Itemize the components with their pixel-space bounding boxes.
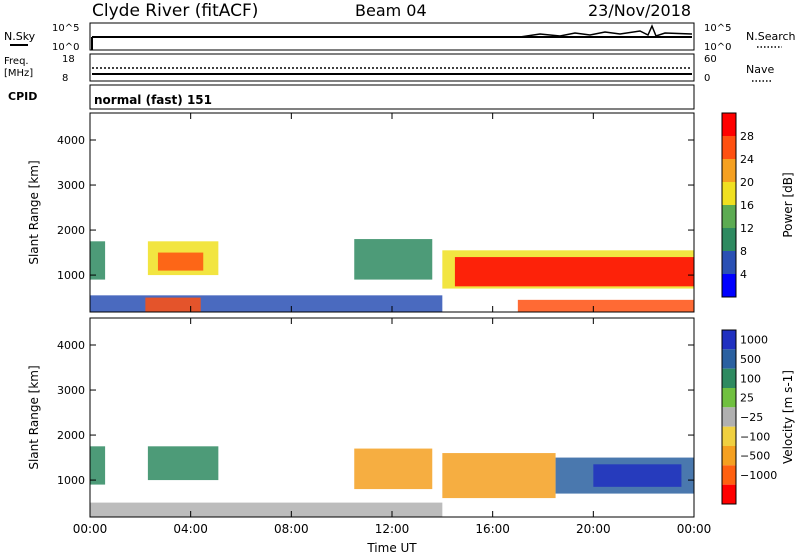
colorbar-label: Velocity [m s-1] [781, 370, 795, 464]
nsky-top-tick: 10^5 [52, 23, 79, 34]
colorbar-segment [722, 349, 736, 369]
y-tick-label: 4000 [57, 134, 85, 147]
colorbar-tick-label: 12 [740, 222, 754, 235]
data-region [354, 448, 433, 490]
data-region [593, 464, 682, 487]
nsky-label: N.Sky [4, 30, 36, 43]
colorbar-segment [722, 426, 736, 446]
nsearch-top-tick: 10^5 [704, 23, 731, 34]
data-region [90, 502, 443, 517]
data-region [517, 299, 694, 312]
colorbar-frame [721, 112, 737, 298]
colorbar-segment [722, 368, 736, 388]
colorbar-segment [722, 407, 736, 427]
colorbar-tick-label: −25 [740, 411, 763, 424]
colorbar-tick-label: −100 [740, 430, 770, 443]
colorbar-segment [722, 251, 736, 274]
colorbar-frame [721, 329, 737, 505]
nave-label: Nave [746, 63, 774, 76]
colorbar-tick-label: 1000 [740, 334, 768, 347]
colorbar-segment [722, 205, 736, 228]
y-axis-label: Slant Range [km] [27, 365, 41, 469]
x-tick-label: 08:00 [274, 522, 309, 536]
colorbar-segment [722, 113, 736, 136]
data-region [145, 297, 201, 312]
nsearch-trace [519, 24, 693, 38]
freq-label-1: Freq. [4, 56, 29, 67]
data-region [454, 257, 694, 287]
x-tick-label: 16:00 [475, 522, 510, 536]
colorbar-tick-label: 25 [740, 392, 754, 405]
cpid-panel-frame [89, 84, 695, 110]
x-tick-label: 12:00 [375, 522, 410, 536]
data-region [157, 252, 204, 271]
freq-panel-frame [89, 53, 695, 82]
data-region [90, 446, 106, 485]
colorbar-tick-label: −500 [740, 450, 770, 463]
colorbar-segment [722, 330, 736, 350]
colorbar-segment [722, 182, 736, 205]
colorbar-tick-label: 100 [740, 372, 761, 385]
colorbar-tick-label: 500 [740, 353, 761, 366]
nsky-bottom-tick: 10^0 [52, 42, 79, 53]
colorbar-segment [722, 484, 736, 504]
data-region [147, 446, 219, 481]
data-region [354, 239, 433, 280]
heatmap-panels: 1000 2000 3000 4000 Slant Range [km] 4 8 12 16 20… [27, 112, 795, 554]
colorbar-tick-label: 8 [740, 245, 747, 258]
nsearch-bottom-tick: 10^0 [704, 42, 731, 53]
data-region [90, 295, 443, 312]
y-tick-label: 4000 [57, 339, 85, 352]
freq-bottom-tick: 8 [62, 73, 68, 84]
y-tick-label: 3000 [57, 384, 85, 397]
x-tick-label: 04:00 [173, 522, 208, 536]
x-tick-label: 00:00 [73, 522, 108, 536]
colorbar-segment [722, 446, 736, 466]
x-tick-label: 00:00 [677, 522, 712, 536]
beam-title: Beam 04 [355, 1, 427, 20]
y-tick-label: 2000 [57, 224, 85, 237]
y-tick-label: 3000 [57, 179, 85, 192]
colorbar-tick-label: 28 [740, 130, 754, 143]
colorbar-tick-label: 16 [740, 199, 754, 212]
date-title: 23/Nov/2018 [588, 1, 691, 20]
nave-top-tick: 60 [704, 54, 717, 65]
colorbar-segment [722, 136, 736, 159]
nsky-panel-frame [89, 22, 695, 51]
nsearch-label: N.Search [746, 30, 796, 43]
colorbar-tick-label: −1000 [740, 469, 777, 482]
data-region [442, 453, 556, 499]
x-tick-label: 20:00 [576, 522, 611, 536]
cpid-label: CPID [8, 90, 37, 103]
power-panel [89, 112, 737, 313]
cpid-value: normal (fast) 151 [94, 93, 212, 107]
colorbar-tick-label: 4 [740, 268, 747, 281]
freq-top-tick: 18 [62, 54, 75, 65]
x-axis-label: Time UT [366, 541, 417, 554]
station-title: Clyde River (fitACF) [92, 1, 258, 21]
velocity-panel [89, 317, 737, 518]
y-axis-label: Slant Range [km] [27, 160, 41, 264]
freq-label-2: [MHz] [4, 68, 33, 79]
data-region [90, 241, 106, 280]
colorbar-segment [722, 465, 736, 485]
colorbar-segment [722, 274, 736, 297]
colorbar-tick-label: 24 [740, 153, 754, 166]
colorbar-segment [722, 388, 736, 408]
colorbar-label: Power [dB] [781, 172, 795, 237]
colorbar-tick-label: 20 [740, 176, 754, 189]
y-tick-label: 2000 [57, 429, 85, 442]
y-tick-label: 1000 [57, 269, 85, 282]
colorbar-segment [722, 159, 736, 182]
y-tick-label: 1000 [57, 474, 85, 487]
colorbar-segment [722, 228, 736, 251]
nave-bottom-tick: 0 [704, 73, 710, 84]
